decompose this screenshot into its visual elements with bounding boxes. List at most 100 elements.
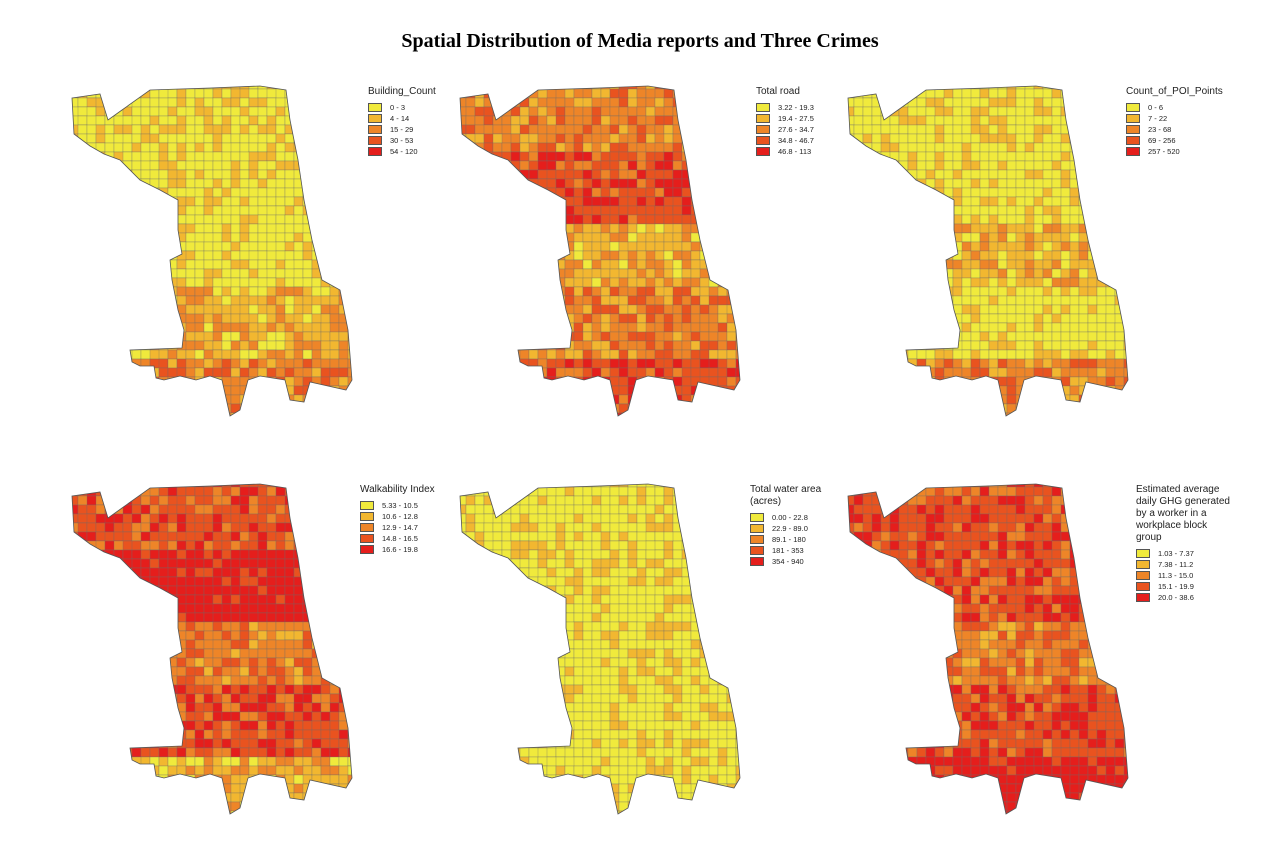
block-group-cell: [375, 368, 380, 377]
block-group-cell: [925, 250, 936, 261]
block-group-cell: [1133, 233, 1142, 242]
block-group-cell: [266, 513, 277, 524]
block-group-cell: [284, 115, 304, 126]
block-group-cell: [889, 241, 909, 252]
block-group-cell: [167, 142, 178, 153]
block-group-cell: [149, 576, 160, 587]
block-group-cell: [848, 160, 855, 171]
block-group-cell: [627, 286, 638, 297]
block-group-cell: [1105, 196, 1125, 207]
block-group-cell: [546, 322, 566, 333]
block-group-cell: [266, 558, 277, 569]
block-group-cell: [663, 322, 674, 333]
block-group-cell: [735, 106, 740, 117]
block-group-cell: [708, 178, 719, 189]
block-group-cell: [320, 313, 331, 324]
block-group-cell: [347, 295, 352, 306]
block-group-cell: [934, 178, 945, 189]
block-group-cell: [176, 97, 187, 108]
block-group-cell: [636, 187, 647, 198]
block-group-cell: [501, 187, 512, 198]
block-group-cell: [853, 340, 864, 351]
legend-label: 7 - 22: [1148, 113, 1168, 123]
block-group-cell: [1133, 224, 1142, 233]
block-group-cell: [645, 286, 656, 297]
block-group-cell: [654, 223, 665, 234]
block-group-cell: [230, 250, 241, 261]
block-group-cell: [212, 513, 223, 524]
block-group-cell: [95, 403, 115, 414]
block-group-cell: [889, 403, 909, 414]
block-group-cell: [60, 161, 69, 170]
block-group-cell: [754, 314, 768, 323]
block-group-cell: [149, 603, 169, 614]
block-group-cell: [176, 412, 187, 416]
block-group-cell: [600, 268, 611, 279]
block-group-cell: [672, 97, 683, 108]
block-group-cell: [465, 358, 476, 369]
block-group-cell: [329, 513, 340, 524]
block-group-cell: [1123, 394, 1128, 405]
block-group-cell: [465, 313, 485, 324]
block-group-cell: [311, 385, 331, 396]
block-group-cell: [690, 205, 701, 216]
block-group-cell: [104, 376, 115, 387]
block-group-cell: [113, 576, 124, 587]
block-group-cell: [483, 187, 503, 198]
block-group-cell: [726, 250, 737, 261]
block-group-cell: [1123, 295, 1128, 306]
block-group-cell: [862, 349, 882, 360]
block-group-cell: [717, 250, 728, 261]
block-group-cell: [1096, 160, 1107, 171]
block-group-cell: [465, 232, 476, 243]
block-group-cell: [1006, 205, 1017, 216]
block-group-cell: [582, 277, 593, 288]
block-group-cell: [853, 106, 864, 117]
block-group-cell: [72, 666, 88, 677]
block-group-cell: [113, 223, 133, 234]
block-group-cell: [86, 576, 97, 587]
block-group-cell: [72, 349, 79, 360]
block-group-cell: [1096, 331, 1107, 342]
block-group-cell: [663, 367, 674, 378]
block-group-cell: [1078, 286, 1089, 297]
block-group-cell: [167, 322, 178, 333]
block-group-cell: [460, 358, 467, 369]
block-group-cell: [302, 277, 313, 288]
block-group-cell: [591, 304, 602, 315]
block-group-cell: [149, 531, 160, 542]
block-group-cell: [266, 531, 277, 542]
block-group-cell: [194, 549, 205, 560]
block-group-cell: [763, 269, 768, 278]
block-group-cell: [1069, 358, 1080, 369]
block-group-cell: [203, 594, 214, 605]
block-group-cell: [465, 376, 485, 387]
block-group-cell: [717, 412, 737, 416]
legend-title-line: Count_of_POI_Points: [1126, 86, 1223, 97]
block-group-cell: [293, 86, 304, 90]
block-group-cell: [916, 160, 927, 171]
block-group-cell: [239, 358, 250, 369]
block-group-cell: [654, 268, 665, 279]
block-group-cell: [275, 612, 286, 623]
block-group-cell: [212, 304, 223, 315]
block-group-cell: [248, 603, 259, 614]
block-group-cell: [537, 331, 557, 342]
block-group-cell: [311, 286, 322, 297]
block-group-cell: [1142, 332, 1151, 341]
block-group-cell: [708, 232, 719, 243]
block-group-cell: [836, 89, 845, 98]
block-group-cell: [519, 385, 539, 396]
block-group-cell: [131, 558, 142, 569]
block-group-cell: [257, 495, 268, 506]
block-group-cell: [519, 151, 530, 162]
block-group-cell: [735, 241, 740, 252]
block-group-cell: [1096, 349, 1107, 360]
block-group-cell: [275, 340, 286, 351]
block-group-cell: [149, 151, 160, 162]
block-group-cell: [1096, 142, 1107, 153]
block-group-cell: [1087, 86, 1098, 90]
legend-label: 69 - 256: [1148, 135, 1176, 145]
block-group-cell: [320, 115, 331, 126]
block-group-cell: [239, 205, 250, 216]
